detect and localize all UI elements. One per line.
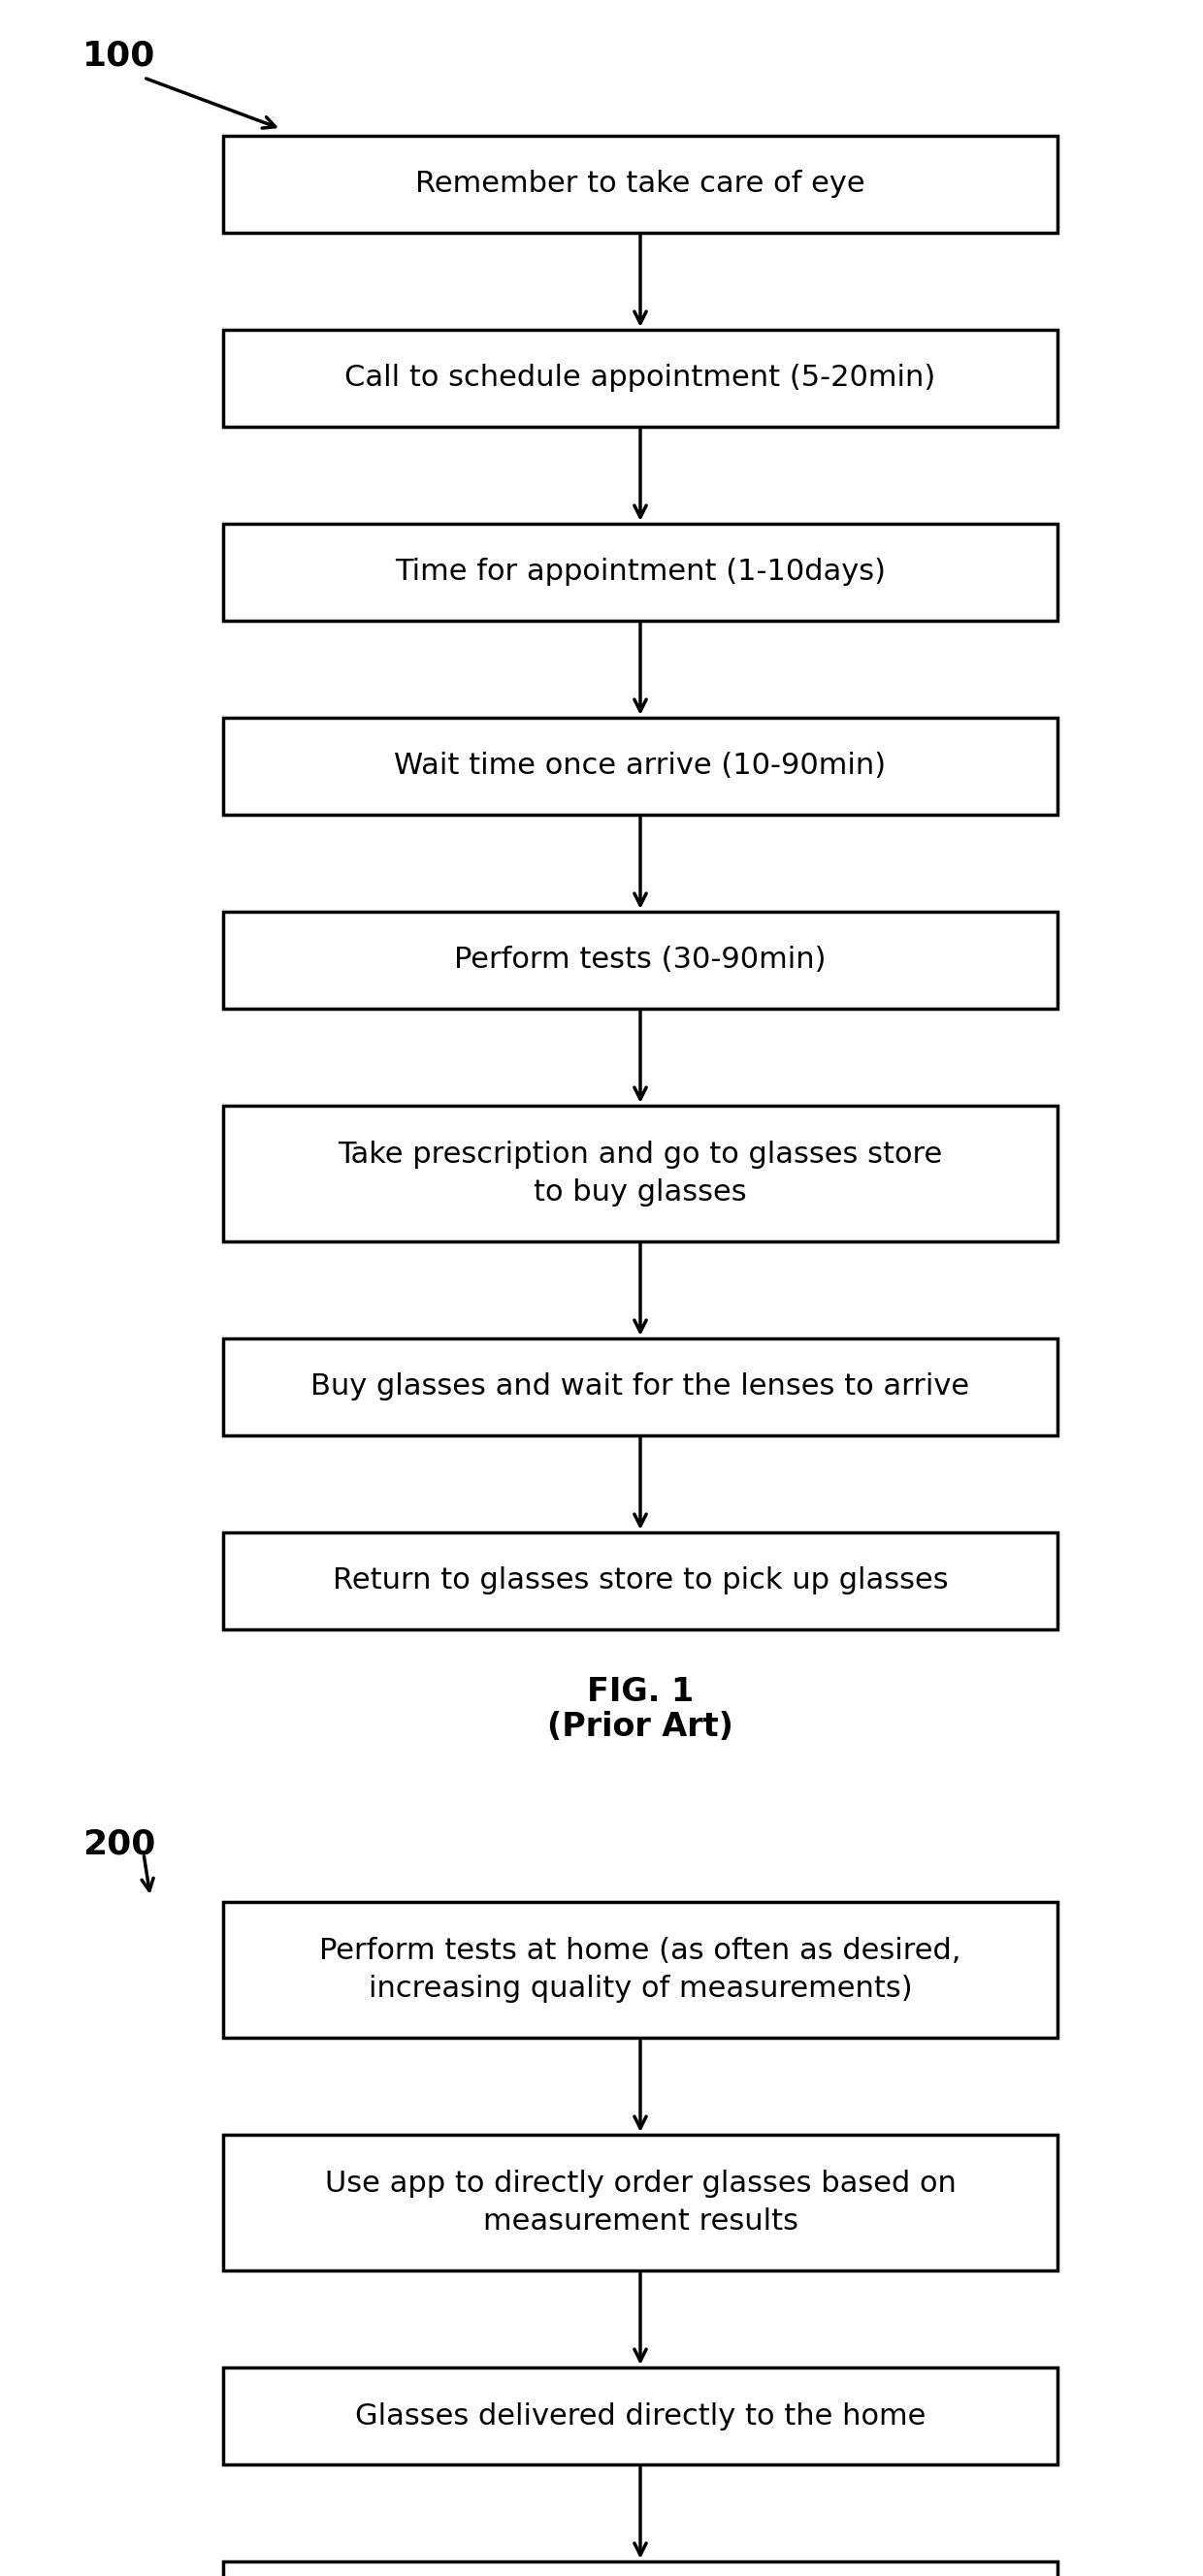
Text: Return to glasses store to pick up glasses: Return to glasses store to pick up glass… (332, 1566, 948, 1595)
Bar (223, 137, 1057, 232)
Bar (223, 2367, 1057, 2465)
Text: Perform tests (30-90min): Perform tests (30-90min) (455, 945, 826, 974)
Text: (Prior Art): (Prior Art) (547, 1710, 734, 1744)
Text: Buy glasses and wait for the lenses to arrive: Buy glasses and wait for the lenses to a… (310, 1373, 970, 1401)
Text: Wait time once arrive (10-90min): Wait time once arrive (10-90min) (395, 752, 887, 781)
Text: Glasses delivered directly to the home: Glasses delivered directly to the home (355, 2401, 926, 2429)
Bar (223, 912, 1057, 1010)
Bar (223, 330, 1057, 428)
Bar (223, 2136, 1057, 2269)
Bar (223, 1340, 1057, 1435)
Text: FIG. 1: FIG. 1 (587, 1677, 694, 1708)
Text: Time for appointment (1-10days): Time for appointment (1-10days) (395, 559, 885, 587)
Bar (223, 1901, 1057, 2038)
Bar (223, 1105, 1057, 1242)
Text: Remember to take care of eye: Remember to take care of eye (415, 170, 865, 198)
Text: Call to schedule appointment (5-20min): Call to schedule appointment (5-20min) (345, 363, 936, 392)
Bar (223, 523, 1057, 621)
Bar (223, 2561, 1057, 2576)
Text: Perform tests at home (as often as desired,
increasing quality of measurements): Perform tests at home (as often as desir… (320, 1937, 961, 2002)
Bar (223, 1533, 1057, 1631)
Text: Take prescription and go to glasses store
to buy glasses: Take prescription and go to glasses stor… (338, 1141, 943, 1206)
Bar (223, 719, 1057, 814)
Text: 100: 100 (83, 39, 155, 72)
Text: Use app to directly order glasses based on
measurement results: Use app to directly order glasses based … (325, 2169, 956, 2236)
Text: 200: 200 (83, 1826, 155, 1860)
